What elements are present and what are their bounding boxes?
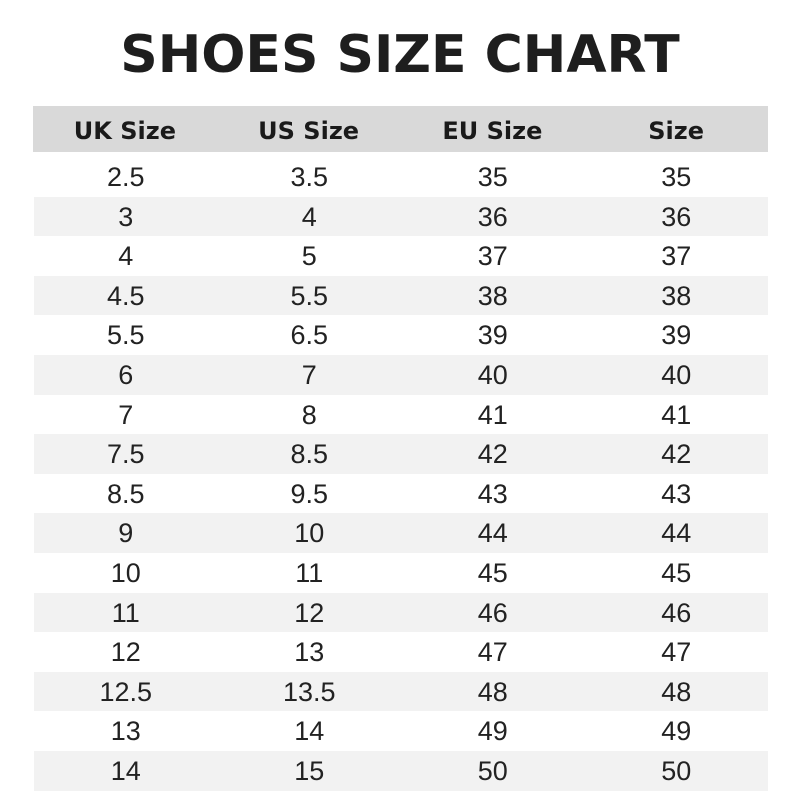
- table-row: 4.5 5.5 38 38: [34, 275, 768, 316]
- cell-size: 40: [661, 359, 692, 390]
- table-row: 11 12 46 46: [34, 592, 768, 633]
- cell-size: 36: [661, 201, 692, 232]
- cell-size: 35: [661, 162, 692, 192]
- cell-us: 3.5: [290, 162, 329, 192]
- table-row: 14 15 50 50: [34, 750, 768, 791]
- cell-size: 48: [661, 676, 692, 707]
- cell-eu: 44: [477, 518, 508, 549]
- cell-eu: 37: [477, 241, 508, 272]
- cell-size: 49: [661, 716, 692, 747]
- table-row: 7 8 41 41: [34, 395, 768, 435]
- cell-eu: 40: [477, 359, 508, 390]
- cell-uk: 10: [110, 557, 141, 588]
- cell-uk: 7.5: [106, 439, 145, 470]
- cell-uk: 5.5: [106, 320, 145, 351]
- table-row: 7.5 8.5 42 42: [34, 434, 768, 474]
- column-header-size: Size: [648, 117, 704, 145]
- cell-eu: 38: [477, 280, 508, 311]
- column-header-us: US Size: [258, 117, 360, 145]
- cell-eu: 50: [477, 755, 508, 786]
- cell-uk: 4.5: [106, 280, 145, 311]
- cell-us: 12: [294, 597, 325, 628]
- cell-us: 13: [294, 637, 325, 668]
- cell-size: 38: [661, 280, 692, 311]
- cell-us: 6.5: [290, 320, 329, 351]
- table-row: 4 5 37 37: [34, 236, 768, 276]
- cell-us: 8: [301, 399, 317, 430]
- cell-eu: 35: [477, 162, 508, 192]
- table-row: 8.5 9.5 43 43: [34, 474, 768, 514]
- cell-uk: 11: [111, 597, 140, 628]
- cell-eu: 45: [477, 557, 508, 588]
- column-header-eu: EU Size: [442, 117, 543, 145]
- page-title: SHOES SIZE CHART: [120, 25, 680, 85]
- table-row: 12 13 47 47: [34, 632, 768, 672]
- cell-uk: 13: [110, 716, 141, 747]
- cell-uk: 6: [118, 359, 134, 390]
- cell-size: 41: [661, 399, 692, 430]
- cell-size: 39: [661, 320, 692, 351]
- cell-eu: 48: [477, 676, 508, 707]
- column-header-uk: UK Size: [73, 117, 176, 145]
- table-body: 2.5 3.5 35 35 3 4 36 36 4 5 37 37 4.5 5.5 38 38 5.5 6.5 39…: [34, 157, 768, 791]
- cell-size: 46: [661, 597, 692, 628]
- cell-size: 44: [661, 518, 692, 549]
- cell-us: 9.5: [290, 478, 329, 509]
- cell-us: 8.5: [290, 439, 329, 470]
- table-header: UK Size US Size EU Size Size: [33, 106, 768, 152]
- table-row: 6 7 40 40: [34, 354, 768, 395]
- table-row: 13 14 49 49: [34, 711, 768, 751]
- cell-us: 7: [301, 359, 317, 390]
- cell-size: 42: [661, 439, 692, 470]
- cell-uk: 12: [110, 637, 141, 668]
- cell-us: 15: [294, 755, 325, 786]
- cell-size: 50: [661, 755, 692, 786]
- cell-size: 43: [661, 478, 692, 509]
- cell-us: 4: [301, 201, 317, 232]
- cell-us: 10: [294, 518, 325, 549]
- cell-us: 14: [294, 716, 325, 747]
- cell-eu: 46: [477, 597, 508, 628]
- table-row: 10 11 45 45: [34, 553, 768, 593]
- cell-uk: 4: [118, 241, 134, 272]
- cell-uk: 3: [118, 201, 134, 232]
- cell-uk: 7: [118, 399, 134, 430]
- cell-uk: 8.5: [106, 478, 145, 509]
- cell-uk: 14: [110, 755, 141, 786]
- cell-eu: 42: [477, 439, 508, 470]
- cell-us: 5.5: [290, 280, 329, 311]
- cell-eu: 36: [477, 201, 508, 232]
- cell-eu: 43: [477, 478, 508, 509]
- cell-eu: 41: [477, 399, 508, 430]
- cell-size: 47: [661, 637, 692, 668]
- cell-eu: 49: [477, 716, 508, 747]
- table-row: 12.5 13.5 48 48: [34, 671, 768, 712]
- table-row: 3 4 36 36: [34, 196, 768, 237]
- table-row: 5.5 6.5 39 39: [34, 315, 768, 355]
- cell-size: 37: [661, 241, 692, 272]
- table-row: 9 10 44 44: [34, 513, 768, 553]
- cell-us: 5: [301, 241, 317, 272]
- table-row: 2.5 3.5 35 35: [34, 157, 768, 197]
- cell-uk: 12.5: [99, 676, 153, 707]
- cell-uk: 2.5: [106, 162, 145, 192]
- cell-uk: 9: [118, 518, 134, 549]
- cell-size: 45: [661, 557, 692, 588]
- cell-eu: 47: [477, 637, 508, 668]
- cell-us: 13.5: [282, 676, 336, 707]
- cell-us: 11: [295, 557, 324, 588]
- cell-eu: 39: [477, 320, 508, 351]
